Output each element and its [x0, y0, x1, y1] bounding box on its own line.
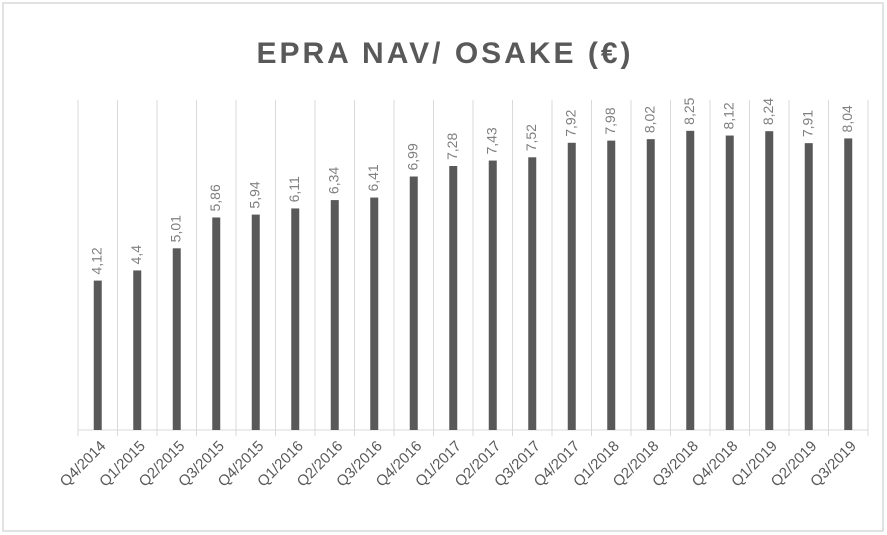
data-label: 7,43 [483, 127, 499, 154]
data-label: 4,12 [88, 247, 104, 274]
data-label: 8,02 [641, 106, 657, 133]
bar [607, 140, 616, 430]
bar [251, 214, 260, 430]
bar [686, 130, 695, 431]
data-label: 6,34 [325, 167, 341, 194]
data-label: 5,01 [167, 215, 183, 242]
bar [172, 248, 181, 430]
bar [844, 138, 853, 430]
bar [488, 160, 497, 431]
data-label: 6,11 [286, 176, 302, 202]
bar [765, 131, 774, 430]
bar [567, 142, 576, 431]
data-label: 5,86 [207, 184, 223, 211]
bar [528, 157, 537, 431]
bar [409, 176, 418, 430]
bar [212, 217, 221, 430]
bar [291, 208, 300, 430]
data-label: 7,98 [602, 107, 618, 134]
bar [646, 139, 655, 430]
bar [330, 200, 339, 430]
data-label: 6,99 [404, 143, 420, 170]
chart-title: EPRA NAV/ OSAKE (€) [256, 37, 633, 70]
data-label: 8,24 [760, 98, 776, 125]
bar [725, 135, 734, 431]
data-label: 4,4 [128, 245, 144, 265]
bar [449, 166, 458, 430]
data-label: 7,52 [523, 124, 539, 151]
bar [370, 197, 379, 430]
data-label: 6,41 [365, 164, 381, 191]
data-label: 5,94 [246, 181, 262, 208]
data-label: 8,25 [681, 97, 697, 124]
data-label: 7,28 [444, 133, 460, 160]
data-label: 8,04 [839, 105, 855, 132]
bar [804, 143, 813, 430]
bar [93, 280, 102, 430]
data-label: 8,12 [720, 102, 736, 129]
data-label: 7,92 [562, 109, 578, 136]
data-label: 7,91 [799, 110, 815, 137]
bar [133, 270, 142, 430]
